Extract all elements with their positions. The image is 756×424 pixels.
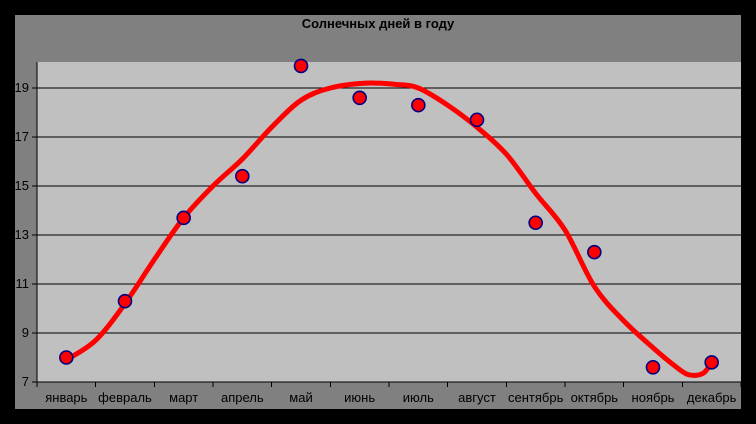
data-point (117, 293, 133, 309)
data-point (645, 359, 661, 375)
y-tick-label: 19 (15, 80, 29, 95)
data-point (704, 355, 719, 370)
x-axis-label: декабрь (687, 390, 737, 405)
plot-background (37, 62, 741, 382)
y-tick-label: 9 (22, 325, 29, 340)
x-axis-label: февраль (98, 390, 152, 405)
x-axis-label: апрель (221, 390, 264, 405)
data-point (176, 210, 191, 226)
x-axis-label: май (289, 390, 312, 405)
y-tick-label: 15 (15, 178, 29, 193)
x-axis-label: июнь (344, 390, 375, 405)
x-axis-label: сентябрь (508, 390, 564, 405)
y-tick-label: 17 (15, 129, 29, 144)
y-tick-label: 7 (22, 374, 29, 389)
data-point (411, 97, 426, 113)
x-axis-label: январь (45, 390, 87, 405)
data-point (528, 215, 543, 231)
data-point (293, 58, 309, 74)
data-point (59, 350, 74, 365)
x-axis-label: август (458, 390, 496, 405)
chart-title: Солнечных дней в году (301, 16, 455, 31)
data-point (352, 90, 367, 106)
y-tick-label: 13 (15, 227, 29, 242)
x-axis-label: март (169, 390, 198, 405)
data-point (587, 244, 602, 260)
x-axis-label: ноябрь (632, 390, 675, 405)
y-tick-label: 11 (16, 276, 30, 291)
data-point (235, 168, 250, 184)
x-axis-label: июль (403, 390, 434, 405)
x-axis-label: октябрь (571, 390, 619, 405)
data-point (469, 112, 485, 128)
